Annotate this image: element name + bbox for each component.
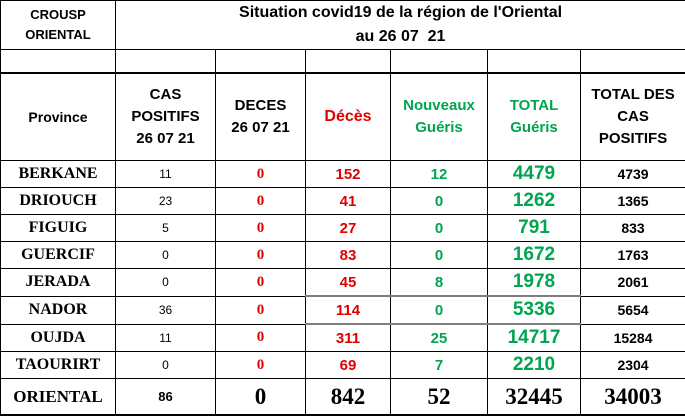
province-cell: OUJDA bbox=[1, 324, 116, 352]
deces-total-cell: 152 bbox=[306, 161, 391, 188]
cas-positifs-cell: 11 bbox=[116, 324, 216, 352]
province-cell: JERADA bbox=[1, 269, 116, 297]
col-header-province: Province bbox=[1, 73, 116, 161]
deces-total-cell: 45 bbox=[306, 269, 391, 297]
col-header-total-gueris: TOTAL Guéris bbox=[488, 73, 581, 161]
deces-jour-cell: 0 bbox=[216, 215, 306, 242]
deces-jour-cell: 0 bbox=[216, 161, 306, 188]
total-cas-cell: 1365 bbox=[581, 188, 685, 215]
total-gueris-cell: 1262 bbox=[488, 188, 581, 215]
title-row: CROUSP ORIENTAL Situation covid19 de la … bbox=[1, 1, 685, 50]
spacer-cell bbox=[116, 50, 216, 74]
nouveaux-gueris-cell: 0 bbox=[391, 188, 488, 215]
total-cas-cell: 5654 bbox=[581, 296, 685, 324]
nouveaux-gueris-cell: 0 bbox=[391, 242, 488, 269]
row-taourirt: TAOURIRT 0 0 69 7 2210 2304 bbox=[1, 352, 685, 379]
total-cas-cell: 15284 bbox=[581, 324, 685, 352]
cas-positifs-cell: 11 bbox=[116, 161, 216, 188]
cas-positifs-cell: 0 bbox=[116, 242, 216, 269]
deces-total-cell: 114 bbox=[306, 296, 391, 324]
nouveaux-gueris-cell: 12 bbox=[391, 161, 488, 188]
province-cell: TAOURIRT bbox=[1, 352, 116, 379]
province-cell: NADOR bbox=[1, 296, 116, 324]
total-gueris-cell: 5336 bbox=[488, 296, 581, 324]
total-gueris-cell: 14717 bbox=[488, 324, 581, 352]
province-cell: DRIOUCH bbox=[1, 188, 116, 215]
row-berkane: BERKANE 11 0 152 12 4479 4739 bbox=[1, 161, 685, 188]
spacer-cell bbox=[391, 50, 488, 74]
nouveaux-gueris-cell: 7 bbox=[391, 352, 488, 379]
col-header-deces-jour: DECES 26 07 21 bbox=[216, 73, 306, 161]
deces-jour-cell: 0 bbox=[216, 188, 306, 215]
deces-jour-cell: 0 bbox=[216, 242, 306, 269]
deces-jour-cell: 0 bbox=[216, 324, 306, 352]
total-gueris-cell: 2210 bbox=[488, 352, 581, 379]
deces-jour-cell: 0 bbox=[216, 296, 306, 324]
deces-total-cell: 27 bbox=[306, 215, 391, 242]
total-cas-cell: 833 bbox=[581, 215, 685, 242]
cas-positifs-cell: 0 bbox=[116, 352, 216, 379]
row-guercif: GUERCIF 0 0 83 0 1672 1763 bbox=[1, 242, 685, 269]
deces-total-cell: 311 bbox=[306, 324, 391, 352]
total-gueris-cell: 791 bbox=[488, 215, 581, 242]
spacer-row bbox=[1, 50, 685, 74]
total-gueris-cell: 1672 bbox=[488, 242, 581, 269]
row-jerada: JERADA 0 0 45 8 1978 2061 bbox=[1, 269, 685, 297]
report-title-line1: Situation covid19 de la région de l'Orie… bbox=[116, 1, 685, 25]
nouveaux-gueris-cell: 0 bbox=[391, 296, 488, 324]
deces-total-cell: 83 bbox=[306, 242, 391, 269]
cas-positifs-cell: 5 bbox=[116, 215, 216, 242]
spacer-cell bbox=[581, 50, 685, 74]
row-figuig: FIGUIG 5 0 27 0 791 833 bbox=[1, 215, 685, 242]
cas-positifs-cell: 23 bbox=[116, 188, 216, 215]
province-cell: BERKANE bbox=[1, 161, 116, 188]
col-header-nouveaux-gueris: Nouveaux Guéris bbox=[391, 73, 488, 161]
column-header-row: Province CAS POSITIFS 26 07 21 DECES 26 … bbox=[1, 73, 685, 161]
row-nador: NADOR 36 0 114 0 5336 5654 bbox=[1, 296, 685, 324]
total-cas-cell: 2304 bbox=[581, 352, 685, 379]
col-header-deces-total: Décès bbox=[306, 73, 391, 161]
total-cas-cell: 4739 bbox=[581, 161, 685, 188]
total-gueris-cell: 4479 bbox=[488, 161, 581, 188]
spacer-cell bbox=[216, 50, 306, 74]
province-cell: FIGUIG bbox=[1, 215, 116, 242]
deces-jour-cell: 0 bbox=[216, 352, 306, 379]
nouveaux-gueris-cell: 25 bbox=[391, 324, 488, 352]
cas-positifs-cell: 0 bbox=[116, 269, 216, 297]
spacer-cell bbox=[1, 50, 116, 74]
col-header-cas-positifs: CAS POSITIFS 26 07 21 bbox=[116, 73, 216, 161]
total-gueris-cell: 1978 bbox=[488, 269, 581, 297]
spacer-cell bbox=[488, 50, 581, 74]
deces-jour-cell: 0 bbox=[216, 269, 306, 297]
spacer-cell bbox=[306, 50, 391, 74]
nouveaux-gueris-cell: 0 bbox=[391, 215, 488, 242]
row-driouch: DRIOUCH 23 0 41 0 1262 1365 bbox=[1, 188, 685, 215]
report-title: Situation covid19 de la région de l'Orie… bbox=[116, 1, 685, 50]
deces-total-cell: 41 bbox=[306, 188, 391, 215]
cas-positifs-cell: 36 bbox=[116, 296, 216, 324]
total-cas-cell: 1763 bbox=[581, 242, 685, 269]
col-header-total-cas: TOTAL DES CAS POSITIFS bbox=[581, 73, 685, 161]
report-date: au 26 07 21 bbox=[116, 25, 685, 49]
nouveaux-gueris-cell: 8 bbox=[391, 269, 488, 297]
province-cell: GUERCIF bbox=[1, 242, 116, 269]
org-title: CROUSP ORIENTAL bbox=[1, 1, 116, 50]
deces-total-cell: 69 bbox=[306, 352, 391, 379]
row-oujda: OUJDA 11 0 311 25 14717 15284 bbox=[1, 324, 685, 352]
total-cas-cell: 2061 bbox=[581, 269, 685, 297]
